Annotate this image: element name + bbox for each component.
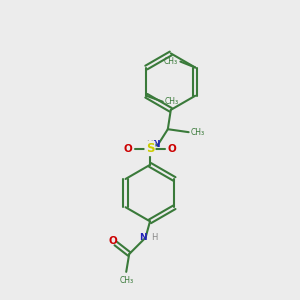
Text: CH₃: CH₃ — [164, 57, 178, 66]
Text: O: O — [109, 236, 117, 246]
Text: S: S — [146, 142, 154, 155]
Text: N: N — [152, 140, 160, 148]
Text: H: H — [146, 140, 152, 148]
Text: O: O — [167, 143, 176, 154]
Text: H: H — [151, 233, 157, 242]
Text: N: N — [140, 233, 147, 242]
Text: CH₃: CH₃ — [119, 276, 133, 285]
Text: CH₃: CH₃ — [191, 128, 205, 137]
Text: O: O — [124, 143, 133, 154]
Text: CH₃: CH₃ — [165, 97, 179, 106]
